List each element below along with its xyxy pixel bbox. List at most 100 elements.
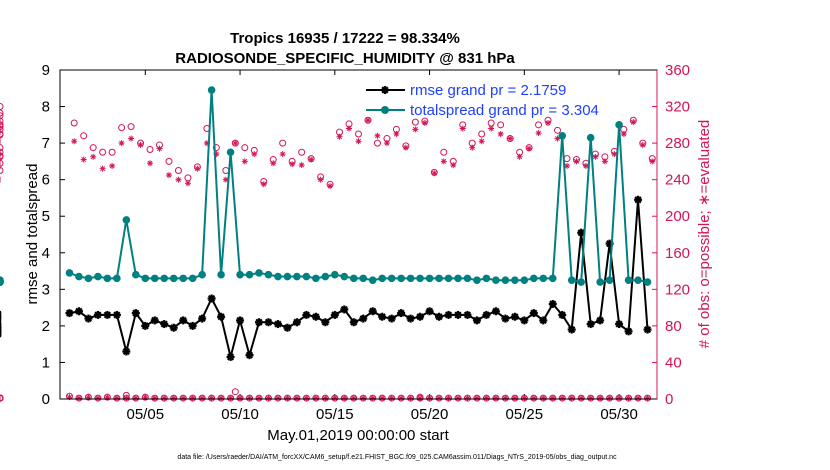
obs-evaluated-point (298, 162, 305, 169)
totalspread-point (331, 270, 339, 279)
obs-possible-point (0, 152, 4, 160)
obs-count-series (0, 103, 656, 402)
obs-evaluated-point (521, 395, 528, 402)
rmse-point (444, 310, 453, 319)
rmse-point (643, 325, 652, 334)
y-tick-label: 9 (42, 62, 50, 79)
rmse-point (112, 310, 121, 319)
rmse-point (273, 320, 282, 329)
totalspread-point (397, 274, 405, 283)
rmse-point (586, 320, 595, 329)
totalspread-point (264, 270, 273, 279)
rmse-point (283, 323, 292, 332)
obs-evaluated-point (194, 165, 201, 172)
y-axis-right-label: # of obs: o=possible; ∗=evaluated (696, 120, 713, 349)
obs-evaluated-point (592, 153, 599, 160)
rmse-point (160, 320, 169, 329)
obs-evaluated-point (644, 395, 651, 402)
legend-rmse-asterisk (381, 86, 389, 94)
y-right-tick-label: 80 (665, 318, 682, 335)
totalspread-point (530, 274, 538, 283)
obs-possible-point (0, 159, 4, 167)
obs-evaluated-point (412, 126, 419, 133)
obs-evaluated-point (398, 395, 405, 402)
obs-evaluated-point (545, 120, 552, 127)
rmse-point (169, 323, 178, 332)
rmse-point (596, 316, 605, 325)
obs-evaluated-point (260, 181, 267, 188)
x-axis: 05/05 05/10 05/15 05/20 05/25 05/30 (127, 70, 638, 423)
obs-possible-point (0, 103, 4, 111)
rmse-point (264, 318, 273, 327)
obs-evaluated-point (241, 158, 248, 165)
totalspread-point (558, 132, 567, 140)
y-right-tick-label: 160 (665, 245, 690, 262)
rmse-point (207, 294, 216, 303)
totalspread-point (539, 274, 548, 283)
totalspread-point (463, 274, 472, 283)
obs-possible-point (165, 157, 173, 165)
totalspread-point (435, 274, 443, 283)
y-tick-label: 2 (42, 318, 50, 335)
totalspread-point (492, 276, 500, 284)
obs-evaluated-point (118, 140, 125, 147)
obs-evaluated-point (407, 395, 414, 402)
obs-evaluated-point (128, 135, 135, 142)
totalspread-point (586, 133, 595, 142)
legend-rmse-label: rmse grand pr = 2.1759 (410, 82, 566, 99)
obs-possible-point (127, 123, 135, 131)
obs-evaluated-point (184, 180, 191, 187)
y-right-tick-label: 240 (665, 172, 690, 189)
rmse-point (624, 327, 633, 336)
totalspread-point (548, 274, 557, 283)
obs-possible-point (0, 131, 4, 139)
chart-title: Tropics 16935 / 17222 = 98.334% (230, 30, 460, 47)
totalspread-point (615, 121, 623, 129)
x-axis-label: May.01,2019 00:00:00 start (267, 427, 449, 444)
obs-evaluated-point (161, 395, 168, 402)
totalspread-point (416, 274, 424, 283)
obs-evaluated-point (635, 395, 642, 402)
totalspread-point (406, 274, 415, 283)
rmse-point (236, 316, 245, 325)
rmse-point (491, 307, 500, 316)
rmse-point (122, 347, 131, 356)
obs-evaluated-point (369, 395, 376, 402)
obs-possible-point (146, 146, 154, 154)
rmse-point (340, 305, 349, 314)
rmse-point (501, 314, 510, 323)
x-tick-label: 05/10 (221, 406, 259, 423)
y-right-tick-label: 0 (665, 391, 673, 408)
x-tick-label: 05/05 (127, 406, 165, 423)
obs-evaluated-point (511, 395, 518, 402)
obs-possible-point (554, 126, 561, 134)
obs-evaluated-point (360, 395, 367, 402)
obs-evaluated-point (388, 395, 395, 402)
rmse-point (179, 316, 188, 325)
obs-evaluated-point (639, 141, 646, 148)
obs-possible-point (0, 121, 4, 129)
obs-possible-point (118, 124, 126, 132)
obs-evaluated-point (341, 395, 348, 402)
totalspread-point (122, 216, 131, 224)
obs-evaluated-point (530, 395, 537, 402)
obs-evaluated-point (620, 130, 627, 137)
obs-evaluated-point (502, 395, 509, 402)
obs-evaluated-point (630, 119, 637, 126)
obs-evaluated-point (317, 176, 324, 183)
obs-evaluated-point (483, 395, 490, 402)
obs-evaluated-point (199, 395, 206, 402)
obs-evaluated-point (232, 140, 239, 147)
obs-evaluated-point (289, 161, 296, 168)
totalspread-point (103, 274, 112, 283)
totalspread-point (236, 270, 244, 279)
obs-evaluated-point (189, 395, 196, 402)
totalspread-point (293, 272, 301, 281)
obs-possible-point (416, 393, 424, 401)
obs-possible-point (535, 121, 543, 129)
rmse-point (321, 318, 330, 327)
rmse-point (245, 351, 254, 360)
obs-possible-point (355, 130, 362, 138)
totalspread-point (169, 274, 178, 283)
